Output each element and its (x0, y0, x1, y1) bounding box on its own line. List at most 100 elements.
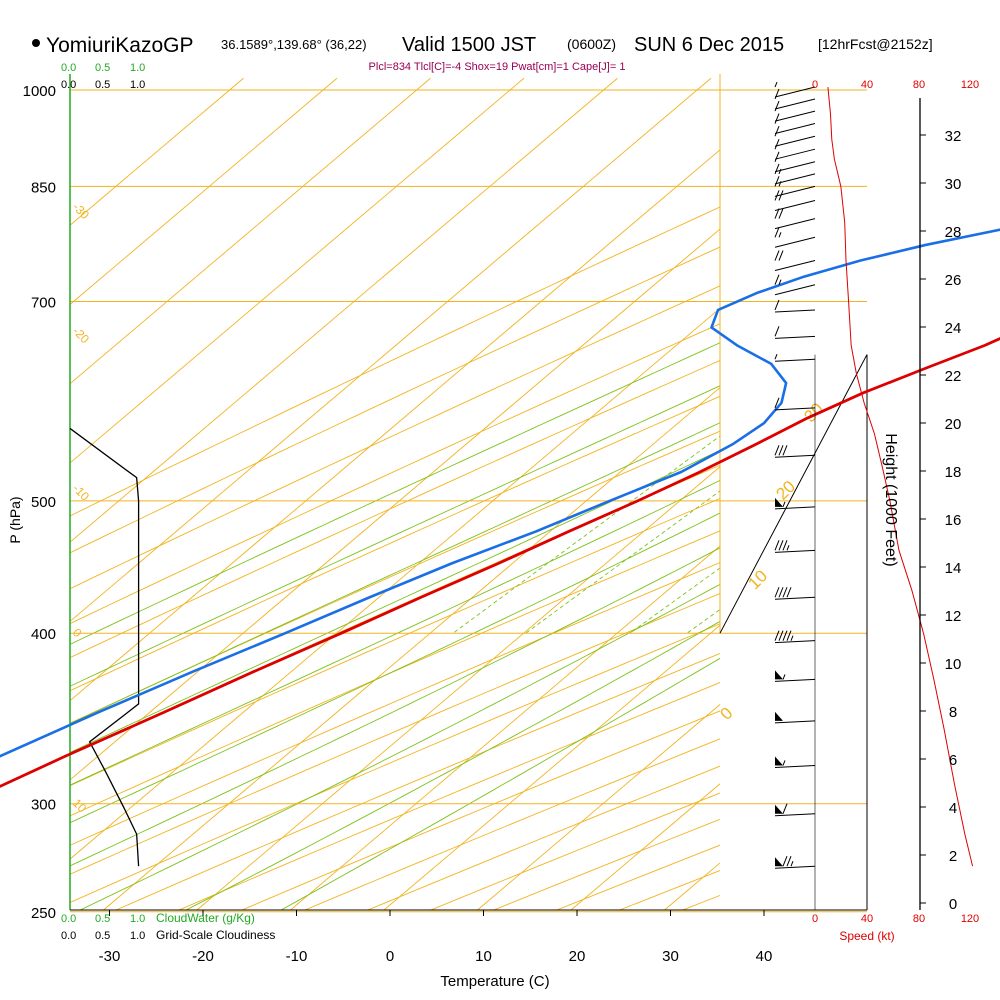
moist-adiabat-line (185, 620, 720, 910)
bottom-cloudiness-label: Grid-Scale Cloudiness (156, 928, 275, 942)
isotherm-line (69, 77, 618, 543)
moist-adiabat-line (70, 422, 720, 725)
bottom-speed-tick-1: 40 (861, 913, 873, 925)
wind-barb-shaft (774, 218, 816, 230)
wind-barb-half (782, 674, 786, 680)
moist-adiabat-line (70, 449, 720, 753)
wind-barb-feather (778, 445, 784, 456)
wind-barb-half (790, 861, 794, 867)
dry-adiabat-line (492, 818, 720, 910)
pressure-label: 1000 (23, 83, 56, 100)
wind-barb-shaft (774, 260, 816, 272)
moist-adiabat-line (79, 583, 720, 910)
wind-barb-feather (774, 227, 780, 238)
bottom-cloudiness-tick-2: 1.0 (130, 930, 145, 942)
dry-adiabat-line (681, 894, 720, 910)
moist-adiabat-line (70, 547, 720, 867)
top-cloudwater-tick-1: 0.5 (95, 62, 110, 74)
isotherm-line (69, 77, 712, 622)
pressure-label: 700 (31, 294, 56, 311)
x-tick-label: 40 (756, 948, 773, 965)
wind-barb-feather (774, 176, 780, 187)
wind-barb-feather (778, 250, 784, 261)
top-speed-tick-2: 80 (913, 79, 925, 91)
wind-barb-shaft (774, 236, 816, 248)
pressure-label: 500 (31, 494, 56, 511)
wind-barb-feather (782, 540, 788, 551)
wind-barb-shaft (774, 110, 816, 122)
bottom-cloudiness-tick-1: 0.5 (95, 930, 110, 942)
wind-barb-feather (774, 630, 780, 641)
wind-barb-feather (786, 587, 792, 598)
height-tick-label: 14 (945, 560, 962, 577)
wind-barb-shaft (774, 865, 816, 869)
x-tick-label: 10 (475, 948, 492, 965)
height-tick-label: 22 (945, 368, 962, 385)
mixing-ratio-line (686, 608, 720, 634)
height-tick-label: 30 (945, 176, 962, 193)
moist-adiabat-line (280, 657, 720, 910)
dry-adiabat-line (804, 78, 1000, 912)
wind-barb-half (782, 501, 786, 508)
isotherm-line (664, 862, 721, 911)
height-tick-label: 24 (945, 320, 962, 337)
isotherm-line (196, 466, 721, 911)
wind-barb-feather (778, 208, 784, 219)
isotherm-line (69, 77, 338, 305)
wind-barb-shaft (774, 148, 816, 160)
top-speed-tick-0: 0 (812, 79, 818, 91)
wind-barb-feather (782, 856, 788, 867)
x-tick-label: -30 (99, 948, 121, 965)
bottom-cloudwater-tick-0: 0.0 (61, 913, 76, 925)
isotherm-line (383, 624, 721, 911)
height-tick-label: 2 (949, 848, 957, 865)
wind-barb-feather (774, 326, 780, 337)
height-tick-label: 18 (945, 464, 962, 481)
wind-barb-half (790, 635, 794, 641)
wind-barb-half (778, 279, 782, 285)
wind-barb-shaft (774, 549, 816, 553)
isotherm-line (69, 228, 721, 781)
wind-barb-feather (774, 540, 780, 551)
bottom-speed-tick-2: 80 (913, 913, 925, 925)
isotherm-line (69, 77, 244, 226)
dry-adiabat-line (618, 870, 720, 910)
dry-adiabat-line (114, 652, 720, 910)
speed-frame-diagonal (719, 354, 868, 634)
bottom-cloudwater-tick-1: 0.5 (95, 913, 110, 925)
wind-barb-feather (774, 138, 780, 150)
isotherm-line (69, 307, 721, 860)
moist-adiabat-line (70, 342, 720, 645)
isotherm-label: 0 (716, 704, 736, 724)
wind-barb-feather (774, 587, 780, 598)
moist-adiabat-line (70, 512, 720, 824)
wind-barb-feather (782, 803, 788, 814)
height-tick-label: 20 (945, 416, 962, 433)
wind-speed-line (827, 86, 974, 867)
height-axis-title: Height (1000 Feet) (882, 433, 899, 566)
wind-barb-shaft (774, 123, 816, 135)
top-cloudiness-tick-1: 0.5 (95, 79, 110, 91)
wind-barb-shaft (774, 161, 816, 173)
pressure-label: 300 (31, 797, 56, 814)
isotherm-label: -30 (70, 200, 92, 222)
height-tick-label: 26 (945, 272, 962, 289)
height-tick-label: 4 (949, 800, 957, 817)
dry-adiabat-line (70, 246, 720, 554)
height-tick-label: 6 (949, 752, 957, 769)
speed-axis-title: Speed (kt) (839, 929, 894, 943)
y-axis-title: P (hPa) (7, 496, 23, 543)
dry-adiabat-line (70, 285, 720, 590)
x-tick-label: -10 (286, 948, 308, 965)
wind-barb-feather (774, 113, 780, 124)
wind-barb-feather (774, 250, 780, 261)
height-tick-label: 16 (945, 512, 962, 529)
wind-barb-feather (782, 630, 788, 641)
wind-barb-feather (774, 299, 780, 311)
wind-barb-half (782, 760, 786, 766)
wind-barb-shaft (774, 678, 816, 682)
isotherm-line (69, 77, 431, 385)
isotherm-line (69, 77, 525, 464)
wind-barb-shaft (774, 335, 816, 339)
wind-barb-feather (774, 445, 780, 456)
